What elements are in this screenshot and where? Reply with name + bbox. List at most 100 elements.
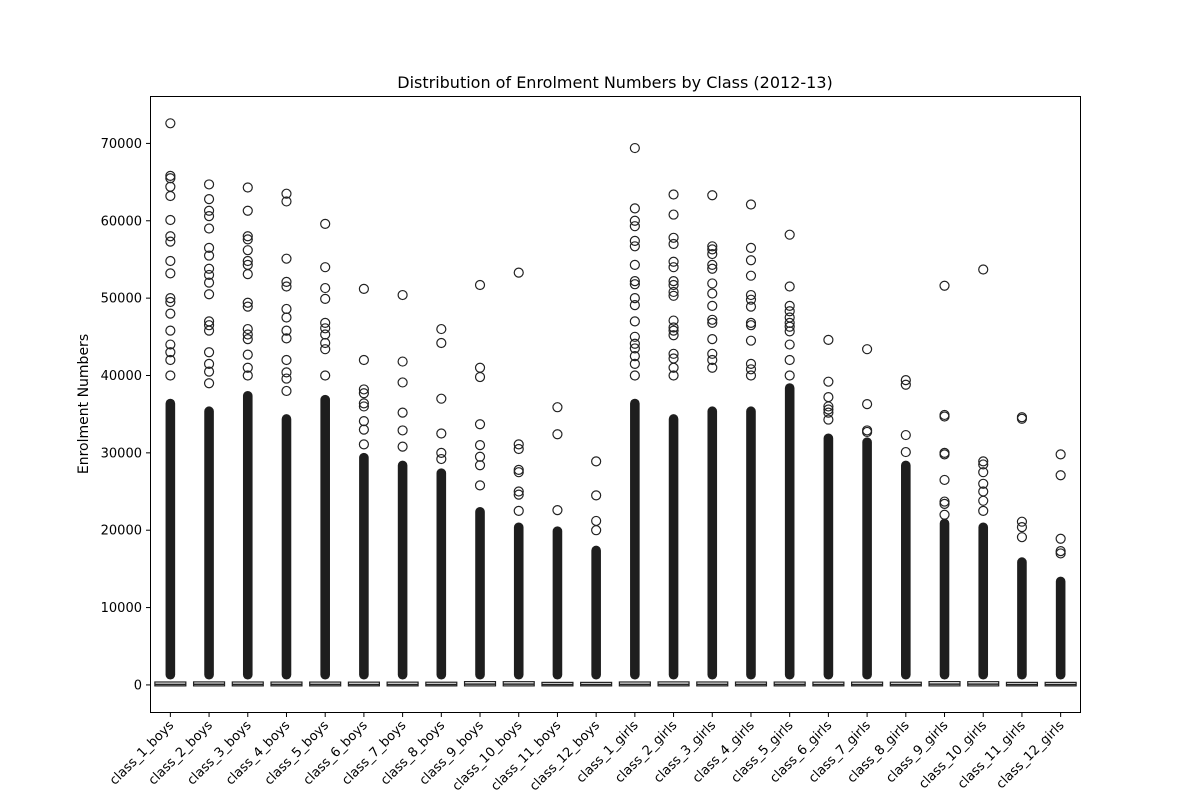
outlier-column-21 bbox=[978, 522, 989, 680]
outlier-column-20 bbox=[939, 518, 950, 680]
outlier-point-12-15 bbox=[629, 351, 640, 362]
outlier-point-13-2 bbox=[668, 232, 679, 243]
outlier-point-12-16 bbox=[629, 358, 640, 369]
outlier-point-3-9 bbox=[281, 354, 292, 366]
outlier-point-21-3 bbox=[978, 467, 989, 478]
outlier-point-14-13 bbox=[707, 354, 718, 366]
outlier-point-6-5 bbox=[397, 441, 408, 452]
outlier-point-21-0 bbox=[978, 264, 989, 275]
outlier-point-4-9 bbox=[320, 370, 331, 381]
outlier-point-13-17 bbox=[668, 370, 679, 381]
outlier-point-0-0 bbox=[165, 118, 176, 129]
outlier-point-20-5 bbox=[939, 474, 950, 486]
outlier-point-15-10 bbox=[745, 358, 757, 369]
outlier-point-21-2 bbox=[978, 459, 989, 470]
outlier-point-8-4 bbox=[474, 440, 486, 451]
outlier-column-16 bbox=[784, 383, 795, 680]
outlier-point-21-4 bbox=[978, 478, 989, 489]
outlier-point-16-7 bbox=[784, 326, 795, 337]
outlier-column-23 bbox=[1055, 576, 1066, 680]
outlier-point-13-5 bbox=[668, 262, 679, 273]
outlier-point-16-8 bbox=[784, 339, 795, 350]
outlier-point-23-4 bbox=[1055, 548, 1066, 559]
outlier-point-23-0 bbox=[1055, 449, 1066, 460]
outlier-point-12-13 bbox=[629, 338, 640, 349]
y-tick-label-4: 40000 bbox=[101, 369, 142, 384]
outlier-column-14 bbox=[707, 406, 718, 680]
outlier-point-15-12 bbox=[745, 370, 757, 381]
outlier-point-20-7 bbox=[939, 498, 950, 510]
outlier-column-8 bbox=[475, 507, 485, 680]
y-axis-label: Enrolment Numbers bbox=[76, 334, 92, 474]
y-tick-label-6: 60000 bbox=[101, 214, 142, 229]
outlier-point-4-4 bbox=[320, 317, 331, 328]
outlier-point-9-1 bbox=[513, 439, 524, 450]
plot-frame bbox=[150, 96, 1081, 713]
outlier-point-6-4 bbox=[397, 425, 408, 436]
outlier-point-2-14 bbox=[242, 362, 253, 373]
outlier-point-14-11 bbox=[707, 334, 718, 345]
outlier-point-17-0 bbox=[823, 334, 834, 346]
outlier-point-6-3 bbox=[397, 407, 408, 418]
outlier-point-3-11 bbox=[281, 373, 292, 384]
outlier-point-5-5 bbox=[358, 401, 369, 412]
outlier-column-6 bbox=[397, 460, 408, 680]
outlier-point-22-3 bbox=[1016, 522, 1028, 533]
outlier-point-10-1 bbox=[552, 429, 563, 440]
outlier-point-9-6 bbox=[513, 489, 524, 500]
outlier-point-11-3 bbox=[591, 525, 602, 536]
outlier-column-11 bbox=[591, 545, 601, 680]
outlier-point-12-4 bbox=[629, 235, 640, 246]
outlier-point-9-2 bbox=[513, 443, 524, 455]
outlier-point-2-12 bbox=[242, 334, 253, 345]
outlier-point-2-4 bbox=[242, 245, 253, 256]
outlier-point-15-11 bbox=[745, 364, 757, 375]
outlier-column-22 bbox=[1017, 557, 1027, 680]
outlier-point-1-12 bbox=[203, 320, 215, 331]
outlier-point-1-1 bbox=[203, 194, 215, 205]
outlier-point-8-6 bbox=[474, 460, 486, 471]
outlier-column-12 bbox=[630, 398, 640, 680]
outlier-point-0-6 bbox=[165, 231, 176, 242]
outlier-point-16-9 bbox=[784, 354, 795, 366]
outlier-point-4-3 bbox=[320, 293, 331, 305]
outlier-point-23-2 bbox=[1055, 533, 1066, 544]
outlier-point-14-1 bbox=[707, 241, 718, 252]
outlier-point-10-0 bbox=[552, 402, 563, 413]
outlier-point-15-9 bbox=[745, 335, 757, 346]
outlier-column-17 bbox=[823, 433, 834, 680]
outlier-point-1-14 bbox=[203, 347, 215, 358]
outlier-point-1-6 bbox=[203, 250, 215, 261]
outlier-point-19-2 bbox=[900, 429, 911, 441]
outlier-point-2-10 bbox=[242, 323, 253, 335]
outlier-point-21-7 bbox=[978, 505, 989, 516]
outlier-point-2-9 bbox=[242, 301, 253, 312]
outlier-point-0-11 bbox=[165, 296, 176, 308]
outlier-point-21-1 bbox=[978, 456, 989, 467]
outlier-point-9-4 bbox=[513, 467, 524, 478]
outlier-point-15-0 bbox=[745, 199, 757, 210]
outlier-column-9 bbox=[513, 522, 524, 680]
outlier-point-12-17 bbox=[629, 370, 640, 381]
outlier-point-14-3 bbox=[707, 248, 718, 260]
outlier-point-8-3 bbox=[474, 419, 486, 430]
outlier-point-14-10 bbox=[707, 317, 718, 328]
outlier-point-12-0 bbox=[629, 142, 640, 154]
outlier-point-2-15 bbox=[242, 370, 253, 381]
outlier-point-5-3 bbox=[358, 388, 369, 399]
outlier-point-2-3 bbox=[242, 234, 253, 245]
outlier-point-14-12 bbox=[707, 348, 718, 359]
outlier-point-7-4 bbox=[436, 447, 447, 458]
outlier-point-0-8 bbox=[165, 255, 176, 267]
outlier-point-3-1 bbox=[281, 196, 292, 207]
outlier-point-20-4 bbox=[939, 449, 950, 460]
outlier-point-1-4 bbox=[203, 223, 215, 234]
outlier-point-3-0 bbox=[281, 188, 292, 199]
outlier-point-5-4 bbox=[358, 398, 369, 409]
outlier-point-13-13 bbox=[668, 330, 679, 341]
outlier-point-15-4 bbox=[745, 289, 757, 301]
outlier-point-1-15 bbox=[203, 358, 215, 369]
outlier-point-3-4 bbox=[281, 281, 292, 292]
outlier-point-2-1 bbox=[242, 205, 253, 216]
outlier-point-13-1 bbox=[668, 209, 679, 220]
